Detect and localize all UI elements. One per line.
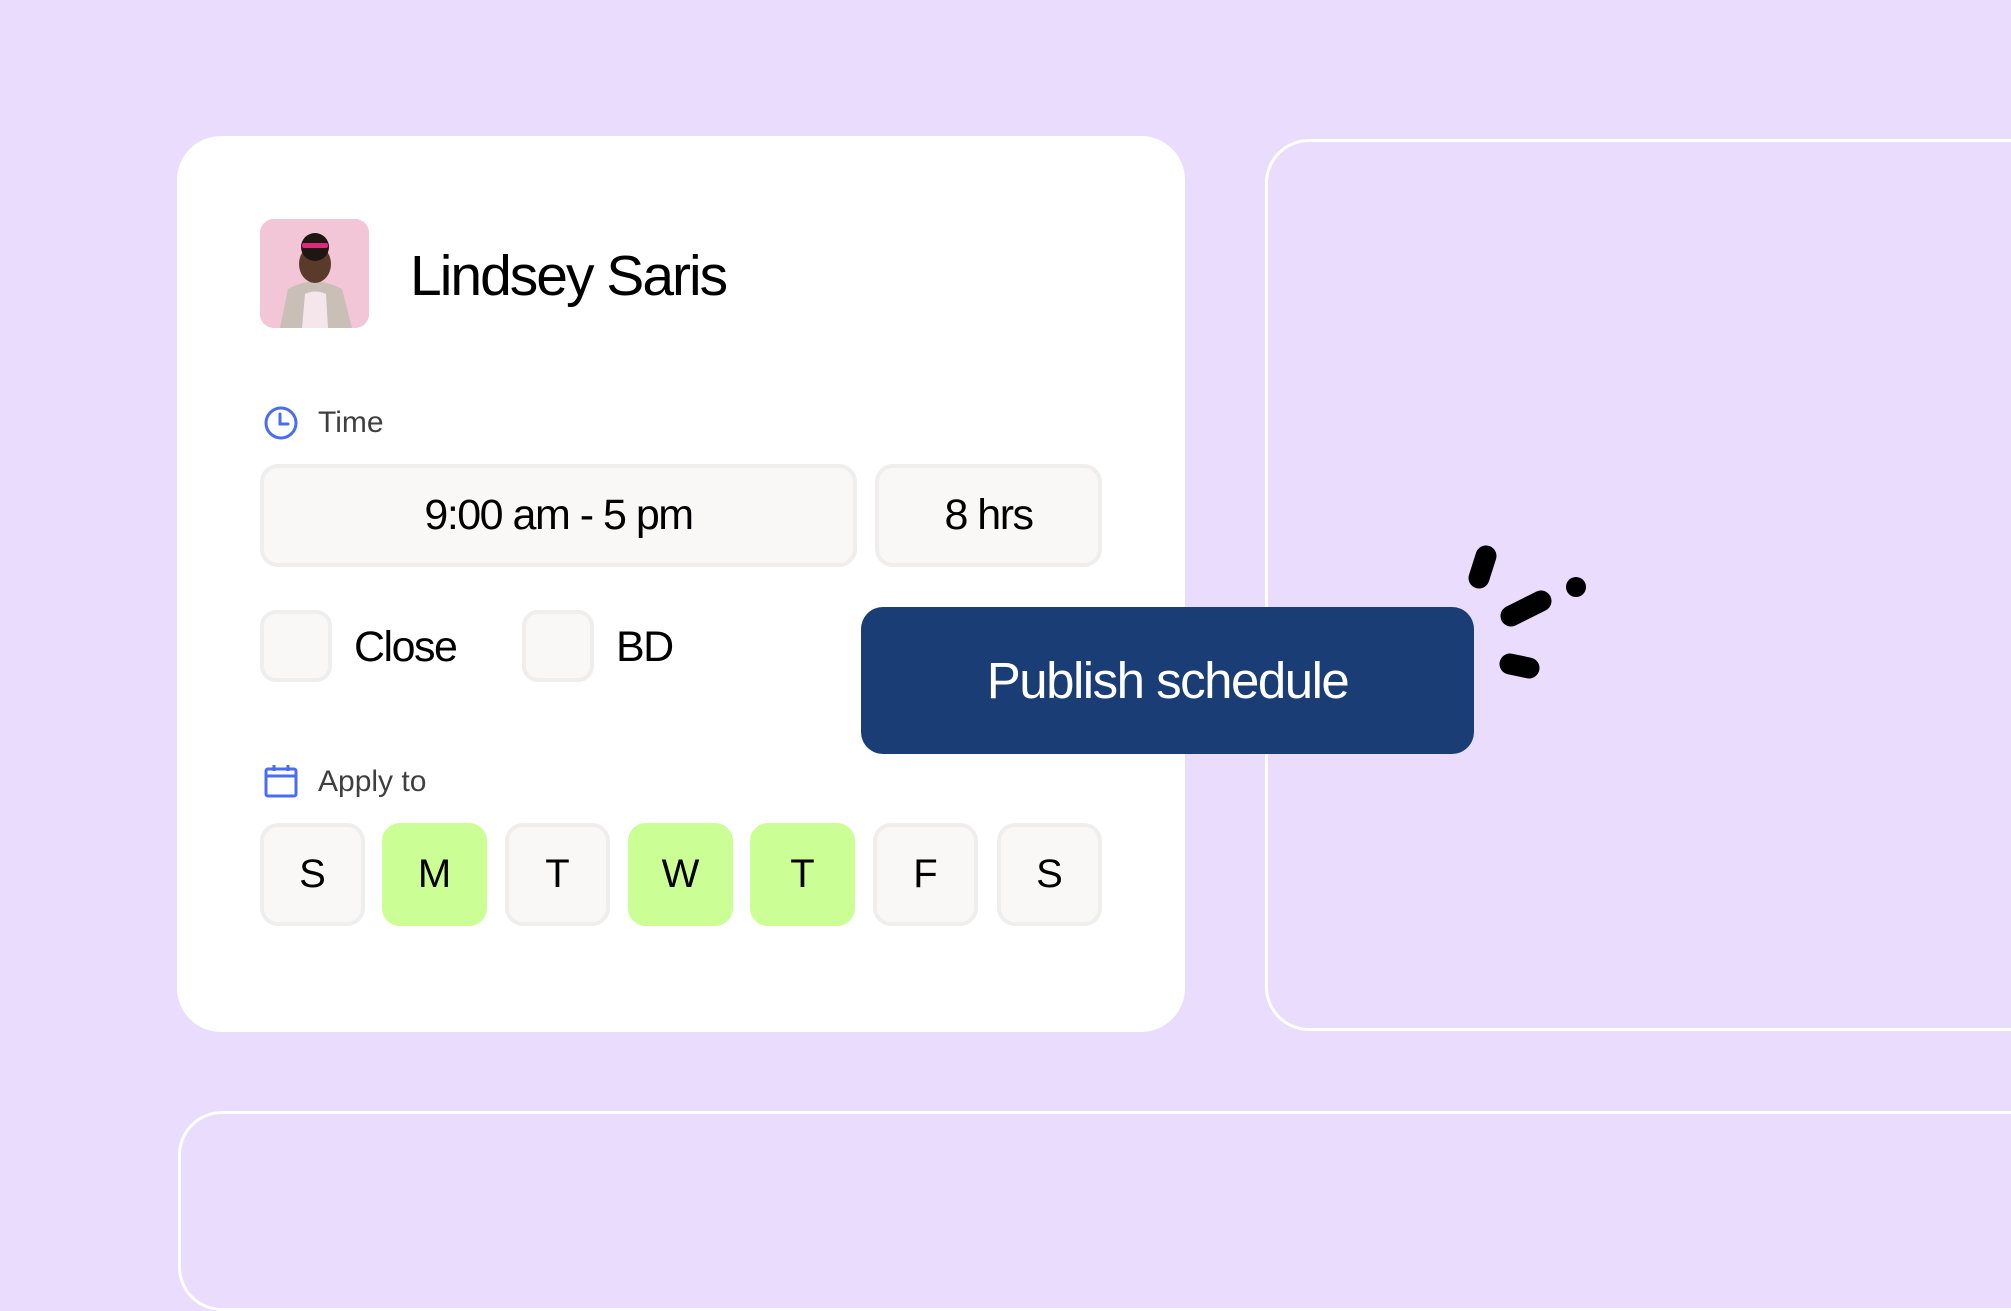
clock-icon: [264, 406, 298, 440]
background-panel-right: [1265, 139, 2011, 1031]
publish-schedule-button[interactable]: Publish schedule: [861, 607, 1474, 754]
day-friday[interactable]: F: [873, 823, 978, 926]
duration-field[interactable]: 8 hrs: [875, 464, 1102, 567]
bd-label: BD: [616, 623, 674, 671]
avatar: [260, 219, 369, 328]
sparkle-icon: [1468, 545, 1586, 679]
day-monday[interactable]: M: [382, 823, 487, 926]
day-saturday[interactable]: S: [997, 823, 1102, 926]
day-thursday[interactable]: T: [750, 823, 855, 926]
apply-to-label: Apply to: [318, 765, 427, 798]
calendar-icon: [264, 765, 298, 798]
employee-name: Lindsey Saris: [410, 244, 728, 308]
time-range-field[interactable]: 9:00 am - 5 pm: [260, 464, 857, 567]
bd-checkbox[interactable]: [522, 610, 594, 682]
day-sunday[interactable]: S: [260, 823, 365, 926]
close-checkbox[interactable]: [260, 610, 332, 682]
day-wednesday[interactable]: W: [628, 823, 733, 926]
time-label: Time: [318, 406, 384, 439]
day-tuesday[interactable]: T: [505, 823, 610, 926]
close-label: Close: [354, 623, 458, 671]
